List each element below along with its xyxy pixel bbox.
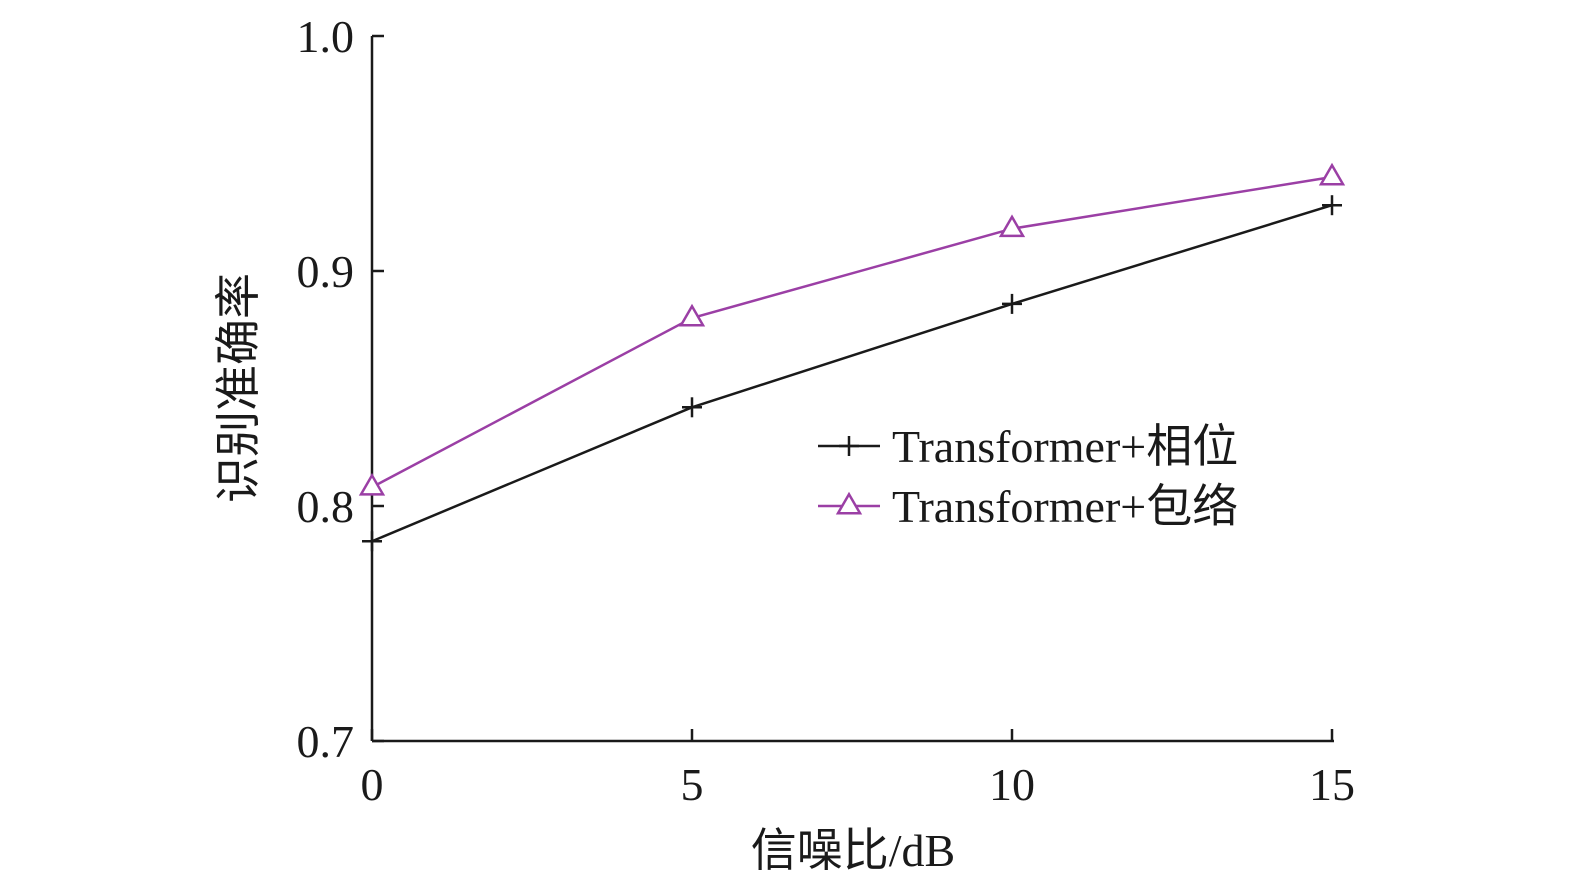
legend-item: Transformer+包络: [818, 481, 1238, 532]
data-point-marker: [998, 214, 1026, 238]
data-point-marker: [362, 531, 382, 552]
legend-item: Transformer+相位: [818, 421, 1238, 472]
y-ticks: 0.7 0.8 0.9 1.0: [297, 11, 384, 767]
y-tick-label: 1.0: [297, 11, 355, 62]
data-point-marker: [358, 472, 386, 496]
legend: Transformer+相位 Transformer+包络: [818, 421, 1238, 532]
x-axis-title: 信噪比/dB: [751, 825, 955, 876]
series-envelope: [358, 162, 1346, 496]
data-point-marker: [1318, 162, 1346, 186]
series-line: [371, 175, 1333, 489]
y-tick-label: 0.8: [297, 481, 355, 532]
y-axis-title: 识别准确率: [213, 273, 264, 503]
series-layer: [358, 162, 1346, 552]
y-tick-label: 0.7: [297, 716, 355, 767]
legend-marker: [835, 491, 863, 515]
data-point-marker: [678, 303, 706, 327]
data-point-marker: [1002, 293, 1022, 314]
x-tick-label: 15: [1309, 759, 1355, 810]
x-ticks: 0 5 10 15: [361, 729, 1355, 810]
x-tick-label: 0: [361, 759, 384, 810]
y-tick-label: 0.9: [297, 246, 355, 297]
x-tick-label: 5: [681, 759, 704, 810]
legend-label: Transformer+包络: [892, 481, 1238, 532]
axes: [370, 36, 1334, 743]
x-tick-label: 10: [989, 759, 1035, 810]
legend-marker: [839, 436, 859, 456]
series-line: [371, 204, 1333, 543]
legend-label: Transformer+相位: [892, 421, 1238, 472]
data-point-marker: [682, 397, 702, 418]
data-point-marker: [1322, 195, 1342, 216]
series-phase: [362, 195, 1342, 552]
